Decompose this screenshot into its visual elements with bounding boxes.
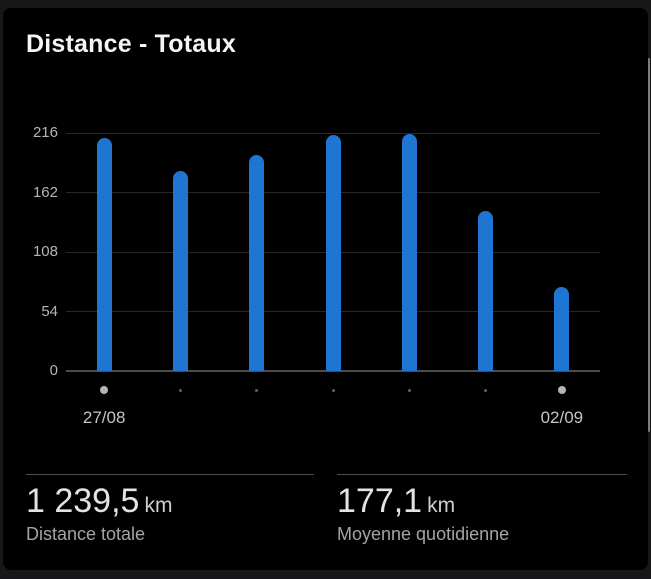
x-marker-dot-minor: [484, 388, 488, 392]
bar[interactable]: [172, 171, 188, 371]
stat-value-row: 177,1 km: [337, 484, 627, 518]
stat-unit: km: [144, 494, 173, 517]
y-tick-label: 216: [32, 124, 58, 141]
x-marker-dot-major: [557, 386, 566, 394]
stat-divider: [337, 474, 627, 475]
stat-daily-average: 177,1 km Moyenne quotidienne: [337, 474, 627, 545]
x-marker-dot-minor: [331, 388, 335, 392]
x-marker-dot-major: [100, 386, 109, 394]
x-tick-label: 02/09: [540, 408, 584, 427]
y-tick-label: 0: [49, 362, 58, 379]
x-axis-line: [66, 370, 600, 372]
stat-label: Moyenne quotidienne: [337, 524, 510, 544]
y-tick-label: 54: [41, 302, 58, 320]
stat-value-row: 1 239,5 km: [26, 484, 314, 518]
x-marker-dot-minor: [407, 388, 411, 392]
y-tick-label: 108: [32, 243, 58, 260]
bar[interactable]: [96, 137, 112, 371]
bar[interactable]: [554, 287, 570, 371]
bar[interactable]: [478, 211, 494, 371]
y-tick-label: 162: [32, 183, 58, 201]
x-tick-label: 27/08: [82, 408, 126, 427]
stat-label: Distance totale: [26, 524, 146, 544]
stat-value: 1 239,5: [26, 482, 140, 520]
x-marker-dot-minor: [255, 388, 259, 392]
stat-total-distance: 1 239,5 km Distance totale: [26, 474, 314, 545]
bar[interactable]: [249, 155, 265, 371]
bar[interactable]: [325, 134, 341, 371]
page-title: Distance - Totaux: [26, 30, 236, 58]
bar[interactable]: [401, 133, 417, 371]
stat-divider: [26, 474, 314, 475]
scrollbar[interactable]: [648, 58, 650, 432]
x-marker-dot-minor: [178, 388, 182, 392]
stat-unit: km: [427, 494, 456, 517]
gridline: [66, 132, 600, 134]
stat-value: 177,1: [337, 482, 423, 520]
